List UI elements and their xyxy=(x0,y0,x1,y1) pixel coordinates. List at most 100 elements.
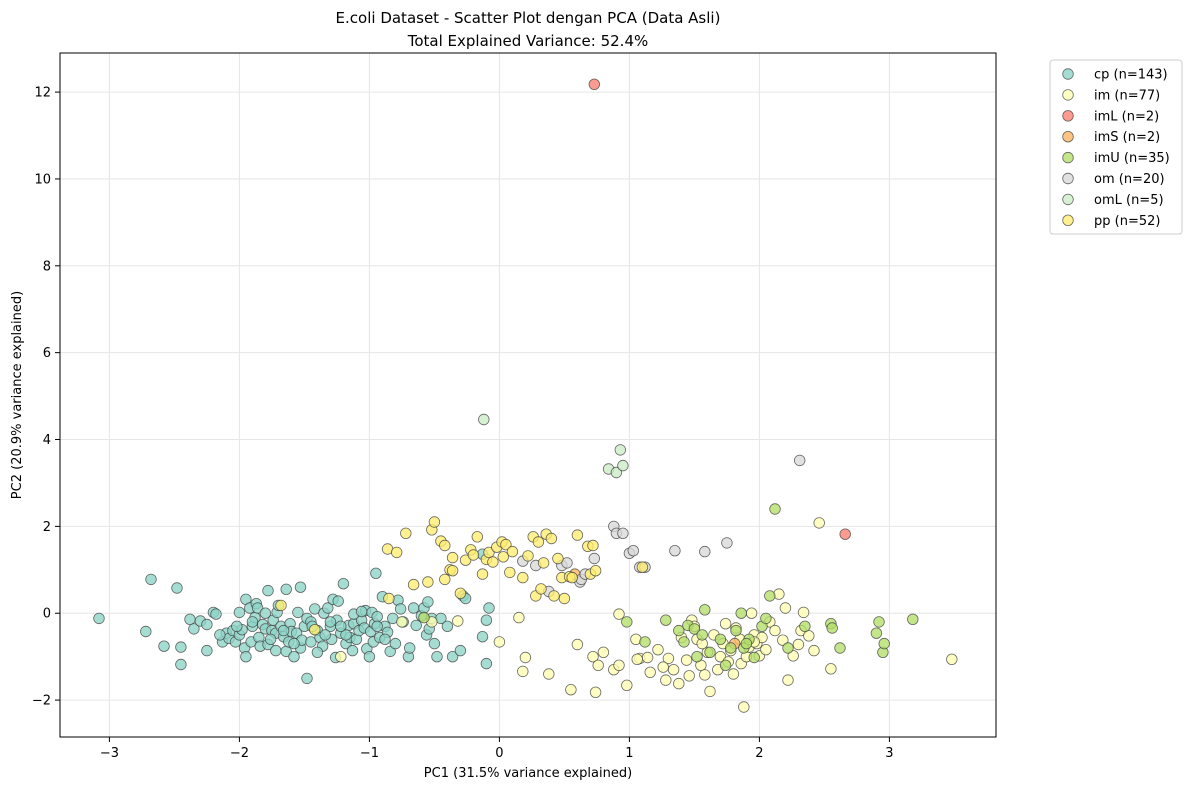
data-point xyxy=(552,552,564,565)
legend-label: pp (n=52) xyxy=(1094,214,1160,229)
data-point xyxy=(262,584,274,597)
data-point xyxy=(270,644,282,657)
data-point xyxy=(240,651,252,663)
data-point xyxy=(319,629,331,641)
data-point xyxy=(719,659,732,672)
data-point xyxy=(548,590,560,602)
data-point xyxy=(777,634,789,646)
data-point xyxy=(566,571,578,584)
data-point xyxy=(740,637,753,650)
data-point xyxy=(714,651,727,663)
data-point xyxy=(184,613,196,626)
legend-marker xyxy=(1062,130,1074,143)
data-point xyxy=(613,659,625,672)
data-point xyxy=(652,644,664,656)
data-point xyxy=(769,503,781,515)
data-point xyxy=(277,624,290,637)
data-point xyxy=(610,466,623,479)
data-point xyxy=(571,529,584,541)
legend-label: om (n=20) xyxy=(1094,172,1165,187)
data-point xyxy=(478,413,490,426)
data-point xyxy=(704,646,716,659)
data-point xyxy=(522,550,534,562)
data-point xyxy=(631,653,643,666)
data-point xyxy=(779,602,792,614)
x-tick-label: 1 xyxy=(625,746,633,761)
data-point xyxy=(145,573,157,586)
data-point xyxy=(480,614,493,626)
legend-marker xyxy=(1062,193,1074,206)
chart-title: E.coli Dataset - Scatter Plot dengan PCA… xyxy=(336,9,721,27)
data-point xyxy=(251,602,264,614)
series-6 xyxy=(478,413,629,479)
data-point xyxy=(476,568,489,580)
data-point xyxy=(506,545,519,558)
data-point xyxy=(410,619,422,632)
data-point xyxy=(825,663,837,675)
data-point xyxy=(363,651,376,663)
data-point xyxy=(407,602,420,614)
data-point xyxy=(614,444,627,456)
data-point xyxy=(696,629,708,641)
data-point xyxy=(322,602,334,614)
data-point xyxy=(760,644,772,656)
x-tick-label: 2 xyxy=(755,746,763,761)
data-point xyxy=(384,645,396,658)
legend-label: cp (n=143) xyxy=(1094,68,1168,83)
data-points xyxy=(93,78,958,713)
data-point xyxy=(588,78,601,91)
data-point xyxy=(483,602,495,614)
data-point xyxy=(231,620,243,633)
data-point xyxy=(803,630,815,642)
legend-label: imL (n=2) xyxy=(1094,109,1159,124)
legend-label: im (n=77) xyxy=(1094,88,1160,103)
y-axis-label: PC2 (20.9% variance explained) xyxy=(10,291,25,499)
data-point xyxy=(201,644,213,657)
data-point xyxy=(452,615,464,627)
data-point xyxy=(140,625,152,638)
data-point xyxy=(561,557,573,569)
legend-marker xyxy=(1062,214,1074,227)
data-point xyxy=(792,638,805,651)
data-point xyxy=(311,646,324,659)
series-0 xyxy=(93,548,495,685)
data-point xyxy=(275,599,287,612)
data-point xyxy=(428,516,441,528)
data-point xyxy=(589,565,602,577)
data-point xyxy=(513,611,525,624)
data-point xyxy=(301,672,313,685)
data-point xyxy=(201,618,213,631)
data-point xyxy=(636,561,649,573)
data-point xyxy=(673,624,685,637)
data-point xyxy=(680,654,693,666)
data-point xyxy=(725,642,737,654)
data-point xyxy=(210,608,222,620)
x-tick-label: 3 xyxy=(885,746,893,761)
data-point xyxy=(454,644,467,657)
y-tick-label: 0 xyxy=(43,607,51,622)
data-point xyxy=(497,551,510,563)
data-point xyxy=(565,684,577,696)
data-point xyxy=(627,545,640,557)
data-point xyxy=(391,546,403,559)
data-point xyxy=(337,578,350,590)
data-point xyxy=(280,583,292,596)
data-point xyxy=(769,624,781,637)
series-2 xyxy=(588,78,851,540)
data-point xyxy=(371,611,383,623)
y-tick-label: −2 xyxy=(32,694,51,709)
data-point xyxy=(288,637,300,650)
data-point xyxy=(517,571,529,584)
data-point xyxy=(764,590,776,602)
data-point xyxy=(519,651,532,664)
data-point xyxy=(175,658,187,671)
data-point xyxy=(517,665,529,678)
data-point xyxy=(446,651,459,663)
data-point xyxy=(332,595,344,607)
data-point xyxy=(748,651,760,664)
series-4 xyxy=(418,503,919,672)
data-point xyxy=(704,685,716,698)
data-point xyxy=(738,701,750,713)
data-point xyxy=(476,631,489,643)
data-point xyxy=(422,596,434,608)
